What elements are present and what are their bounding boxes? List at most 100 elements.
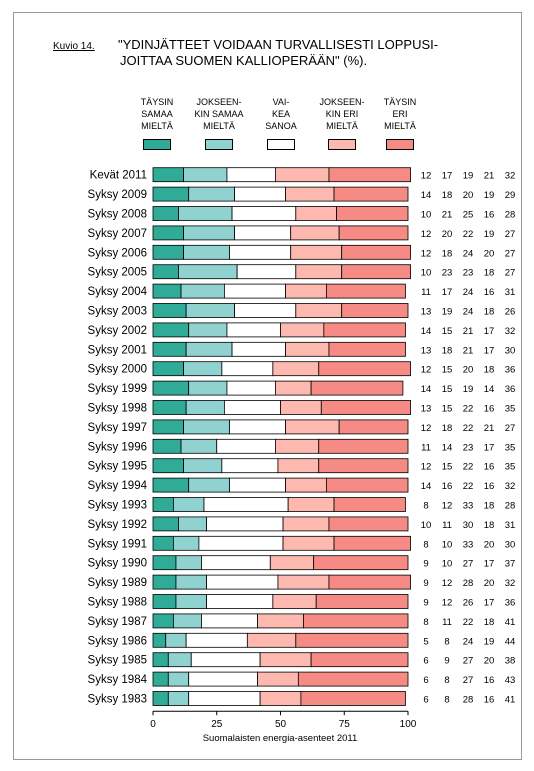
bar-segment	[290, 244, 343, 260]
legend-label-2-line1: JOKSEEN-	[196, 97, 242, 107]
bar-segment	[236, 264, 297, 280]
bar-segment	[341, 244, 411, 260]
value-label: 27	[505, 248, 516, 259]
value-label: 26	[505, 307, 516, 318]
value-label: 23	[442, 268, 453, 279]
bar-segment	[172, 497, 205, 512]
bar-segment	[178, 206, 233, 221]
value-label: 8	[444, 636, 449, 647]
category-label: Syksy 1998	[88, 403, 147, 415]
value-label: 17	[484, 326, 495, 337]
bar-segment	[167, 652, 192, 668]
value-label: 33	[463, 501, 474, 512]
chart-title-line-1: "YDINJÄTTEET VOIDAAN TURVALLISESTI LOPPU…	[118, 37, 439, 52]
legend-label-4: JOKSEEN- KIN ERI MIELTÄ	[313, 96, 371, 132]
bar-segment	[183, 225, 236, 241]
bar-segment	[152, 594, 177, 609]
value-label: 16	[484, 695, 495, 706]
bar-segment	[320, 400, 411, 415]
bar-segment	[229, 244, 292, 260]
bar-segment	[152, 341, 187, 357]
bar-segment	[229, 477, 286, 493]
legend-label-2: JOKSEEN- KIN SAMAA MIELTÄ	[190, 96, 248, 132]
value-label: 18	[484, 268, 495, 279]
value-label: 21	[484, 423, 495, 434]
bar-segment	[285, 419, 340, 435]
value-label: 30	[505, 539, 516, 550]
bar-segment	[152, 380, 190, 396]
bar-segment	[328, 516, 409, 532]
value-label: 15	[442, 404, 453, 415]
value-label: 14	[421, 481, 432, 492]
value-label: 14	[421, 384, 432, 395]
bar-segment	[152, 671, 169, 687]
value-label: 22	[463, 462, 474, 473]
value-label: 28	[463, 695, 474, 706]
value-label: 20	[484, 248, 495, 259]
bar-segment	[333, 186, 409, 202]
legend-label-1-line2: SAMAA	[141, 109, 173, 119]
bar-segment	[285, 477, 327, 493]
value-label: 18	[484, 307, 495, 318]
bar-segment	[152, 535, 174, 551]
bar-segment	[341, 264, 411, 280]
category-label: Kevät 2011	[90, 170, 147, 182]
bar-segment	[295, 632, 409, 648]
legend-label-5: TÄYSIN ERI MIELTÄ	[371, 96, 429, 132]
value-label: 10	[442, 559, 453, 570]
value-label: 23	[463, 442, 474, 453]
bar-segment	[152, 419, 185, 435]
x-tick-label: 100	[400, 719, 417, 730]
value-label: 6	[423, 656, 428, 667]
bar-segment	[201, 555, 271, 571]
category-label: Syksy 1984	[88, 674, 148, 686]
bar-segment	[338, 225, 409, 241]
value-label: 32	[505, 481, 516, 492]
bar-segment	[152, 186, 190, 202]
value-label: 18	[442, 423, 453, 434]
value-label: 11	[442, 617, 452, 628]
value-label: 6	[423, 695, 428, 706]
value-label: 37	[505, 559, 516, 570]
value-label: 8	[444, 675, 449, 686]
bar-segment	[310, 652, 409, 668]
category-label: Syksy 2005	[88, 267, 147, 279]
category-label: Syksy 1988	[88, 597, 147, 609]
value-label: 36	[505, 384, 516, 395]
legend-swatch-5	[386, 139, 414, 150]
bar-segment	[172, 613, 202, 629]
bar-segment	[178, 516, 207, 532]
value-label: 6	[423, 675, 428, 686]
value-label: 8	[423, 617, 428, 628]
bar-segment	[282, 535, 335, 551]
bar-segment	[287, 497, 335, 512]
value-label: 29	[505, 190, 516, 201]
value-label: 38	[505, 656, 516, 667]
bar-segment	[328, 574, 411, 590]
bar-segment	[201, 613, 258, 629]
legend-label-3-line1: VAI-	[272, 97, 290, 107]
value-label: 14	[421, 190, 432, 201]
bar-segment	[180, 438, 218, 454]
bar-segment	[198, 535, 284, 551]
bar-segment	[180, 283, 225, 299]
bar-segment	[175, 555, 202, 571]
bar-segment	[318, 458, 409, 474]
value-label: 16	[484, 481, 495, 492]
bar-segment	[206, 516, 284, 532]
legend-label-1-line1: TÄYSIN	[140, 97, 174, 107]
value-label: 33	[463, 539, 474, 550]
bar-segment	[259, 691, 302, 706]
bar-segment	[188, 477, 230, 493]
legend-swatch-4	[328, 139, 356, 150]
bar-segment	[280, 400, 322, 415]
value-label: 18	[484, 520, 495, 531]
category-label: Syksy 1989	[88, 577, 147, 589]
bar-segment	[333, 535, 411, 551]
legend-label-1: TÄYSIN SAMAA MIELTÄ	[128, 96, 186, 132]
bar-segment	[318, 361, 411, 377]
bar-segment	[274, 380, 312, 396]
bar-segment	[183, 458, 223, 474]
bar-segment	[234, 225, 292, 241]
bar-segment	[290, 225, 340, 241]
